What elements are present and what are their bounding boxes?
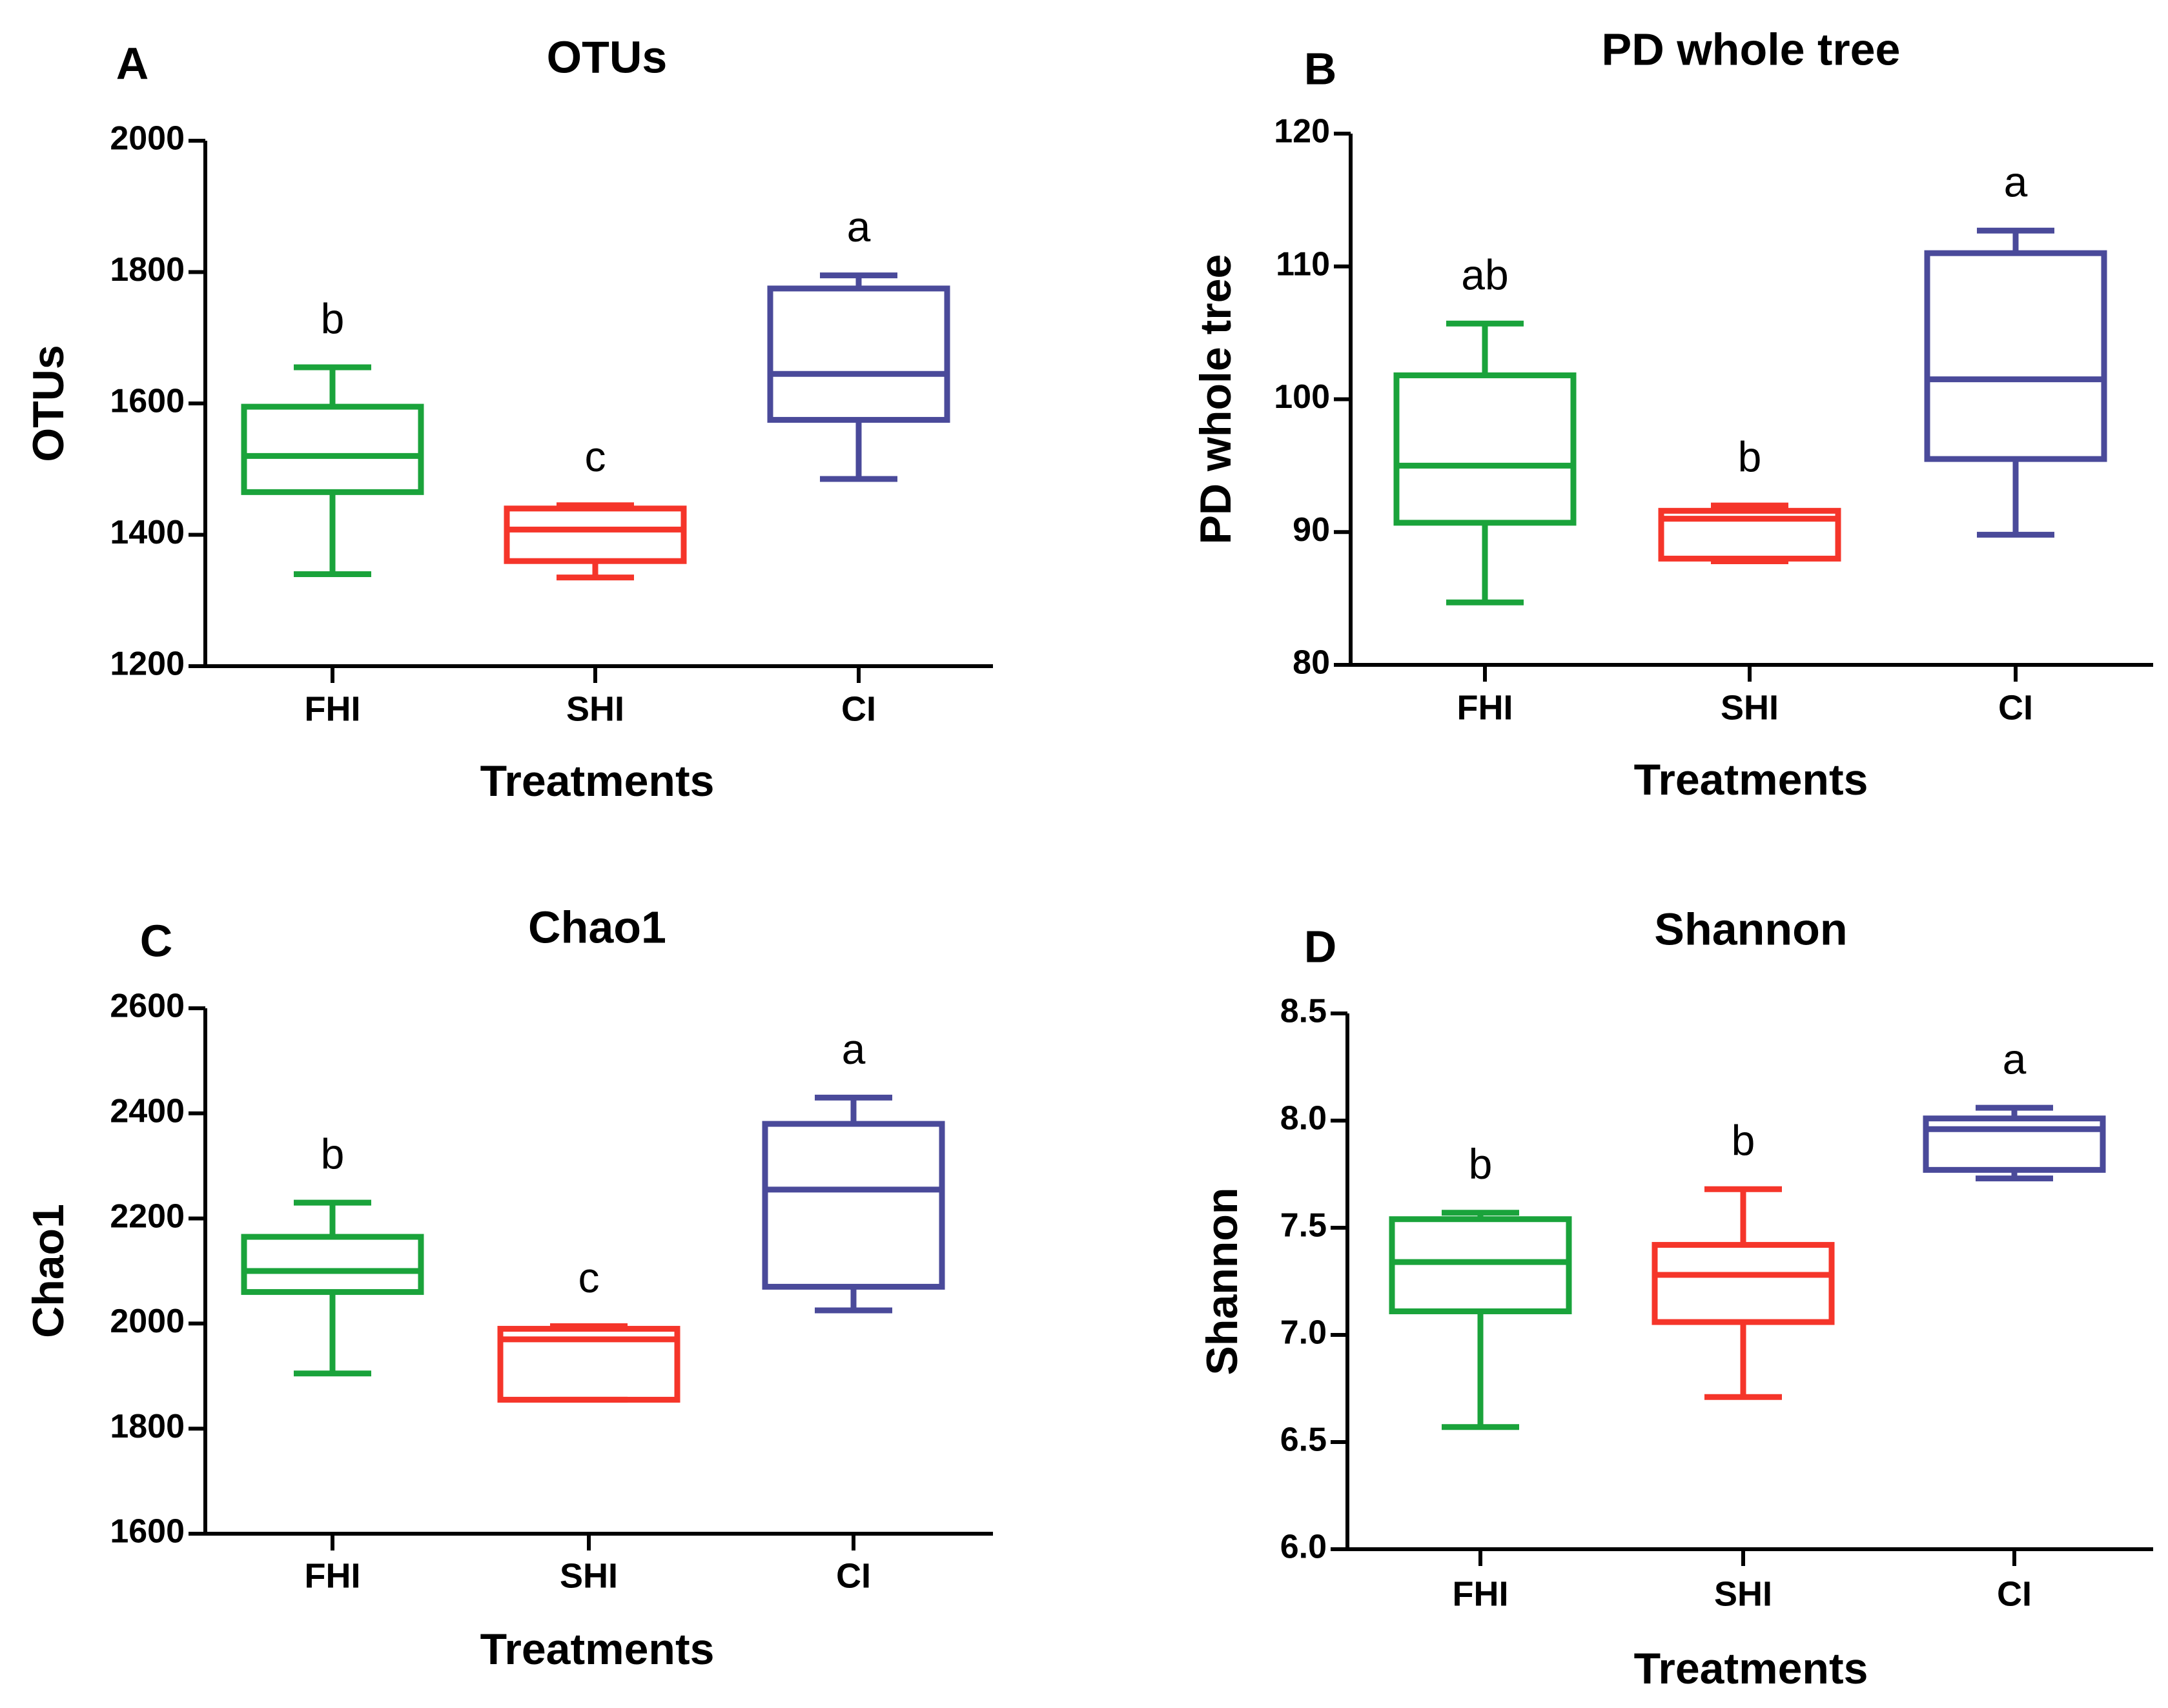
box-iqr	[1924, 250, 2107, 462]
panel-d-y-tick-label: 8.5	[1280, 993, 1327, 1030]
panel-d-y-tick-label: 7.5	[1280, 1207, 1327, 1245]
panel-d-y-tick-label: 6.0	[1280, 1529, 1327, 1566]
panel-b-letter: B	[1304, 43, 1337, 94]
panel-c-y-axis-title: Chao1	[24, 1204, 73, 1338]
panel-a: A OTUs 1200 1400 1600 1800 2000 OTUs Treatments F…	[24, 32, 993, 806]
panel-b-sig-label-fhi: ab	[1461, 251, 1508, 299]
panel-c-y-tick-label: 1800	[110, 1408, 185, 1445]
box-iqr	[1923, 1115, 2106, 1173]
panel-b-x-tick-label: FHI	[1457, 688, 1513, 727]
panel-a-x-tick-label: SHI	[566, 689, 624, 728]
panel-b-y-tick-label: 120	[1274, 113, 1330, 150]
box-iqr	[762, 1121, 945, 1290]
panel-a-y-tick-label: 2000	[110, 120, 185, 158]
panel-c-sig-label-fhi: b	[321, 1130, 345, 1178]
panel-a-sig-label-fhi: b	[321, 294, 345, 342]
panel-a-x-tick-label: FHI	[305, 689, 361, 728]
panel-a-y-tick-label: 1400	[110, 514, 185, 551]
panel-b-y-tick-label: 100	[1274, 378, 1330, 416]
panel-b-title: PD whole tree	[1602, 24, 1901, 74]
panel-c-box-ci	[762, 1094, 945, 1314]
panel-a-y-tick-label: 1600	[110, 383, 185, 420]
panel-d-y-axis-title: Shannon	[1198, 1188, 1247, 1376]
panel-a-y-tick-label: 1200	[110, 646, 185, 683]
panel-a-sig-label-shi: c	[585, 432, 606, 480]
panel-b-y-axis-title: PD whole tree	[1191, 254, 1240, 545]
panel-c-y-tick-label: 1600	[110, 1513, 185, 1550]
panel-c: C Chao1 1600 1800 2000 2200 2400 2600 Chao1 Treat…	[24, 902, 993, 1674]
panel-a-sig-label-ci: a	[847, 203, 871, 250]
panel-d-x-tick-label: SHI	[1714, 1574, 1772, 1613]
panel-c-letter: C	[140, 915, 173, 966]
panel-c-x-tick-label: FHI	[305, 1556, 361, 1595]
panel-d-y-tick-label: 6.5	[1280, 1421, 1327, 1459]
panel-c-y-tick-label: 2400	[110, 1093, 185, 1130]
panel-d-y-tick-label: 8.0	[1280, 1100, 1327, 1137]
box-iqr	[767, 285, 950, 423]
panel-c-title: Chao1	[528, 902, 666, 952]
panel-d: D Shannon 6.0 6.5 7.0 7.5 8.0 8.5 Shannon Treatme…	[1198, 904, 2153, 1693]
panel-b-x-tick-label: CI	[1998, 688, 2033, 727]
panel-a-x-tick-label: CI	[841, 689, 876, 728]
box-iqr	[1393, 372, 1577, 526]
box-iqr	[241, 1234, 424, 1296]
panel-b-x-tick-label: SHI	[1721, 688, 1779, 727]
box-iqr	[1389, 1216, 1572, 1314]
panel-c-x-tick-label: SHI	[560, 1556, 618, 1595]
box-iqr	[504, 505, 687, 564]
panel-d-box-fhi	[1389, 1210, 1572, 1430]
panel-d-y-tick-label: 7.0	[1280, 1314, 1327, 1352]
panel-c-x-tick-label: CI	[836, 1556, 871, 1595]
panel-a-box-shi	[504, 502, 687, 581]
panel-d-sig-label-fhi: b	[1469, 1140, 1493, 1188]
panel-d-title: Shannon	[1654, 904, 1847, 954]
panel-c-sig-label-ci: a	[842, 1025, 866, 1073]
panel-a-y-axis-title: OTUs	[24, 345, 73, 462]
panel-c-box-shi	[497, 1323, 680, 1403]
panel-c-sig-label-shi: c	[578, 1254, 600, 1301]
panel-d-x-tick-label: FHI	[1453, 1574, 1509, 1613]
panel-b-box-ci	[1924, 227, 2107, 538]
panel-b-box-shi	[1658, 502, 1841, 565]
box-iqr	[1652, 1242, 1835, 1325]
panel-d-box-ci	[1923, 1104, 2106, 1182]
panel-b-box-fhi	[1393, 320, 1577, 605]
panel-c-y-tick-label: 2600	[110, 988, 185, 1025]
panel-a-x-axis-title: Treatments	[480, 757, 715, 806]
panel-b-sig-label-shi: b	[1738, 433, 1762, 481]
panel-d-letter: D	[1304, 921, 1337, 971]
box-iqr	[241, 403, 424, 495]
panel-a-y-tick-label: 1800	[110, 251, 185, 289]
panel-a-letter: A	[116, 38, 149, 88]
panel-b-sig-label-ci: a	[2004, 158, 2028, 206]
panel-d-x-tick-label: CI	[1997, 1574, 2032, 1613]
panel-c-x-axis-title: Treatments	[480, 1625, 715, 1674]
panel-b-y-tick-label: 80	[1293, 644, 1330, 682]
panel-d-sig-label-ci: a	[2003, 1035, 2027, 1083]
panel-c-box-fhi	[241, 1199, 424, 1377]
panel-a-title: OTUs	[547, 32, 668, 82]
panel-a-box-ci	[767, 272, 950, 482]
panel-b-x-axis-title: Treatments	[1634, 755, 1868, 804]
panel-b-y-tick-label: 90	[1293, 511, 1330, 549]
panel-d-x-axis-title: Treatments	[1634, 1644, 1868, 1693]
panel-b: B PD whole tree 80 90 100 110 120 PD whole tree…	[1191, 24, 2153, 804]
panel-c-y-tick-label: 2000	[110, 1303, 185, 1340]
panel-d-box-shi	[1652, 1186, 1835, 1400]
panel-d-sig-label-shi: b	[1732, 1117, 1755, 1164]
panel-b-y-tick-label: 110	[1276, 245, 1330, 283]
panel-a-box-fhi	[241, 364, 424, 578]
panel-c-y-tick-label: 2200	[110, 1197, 185, 1235]
